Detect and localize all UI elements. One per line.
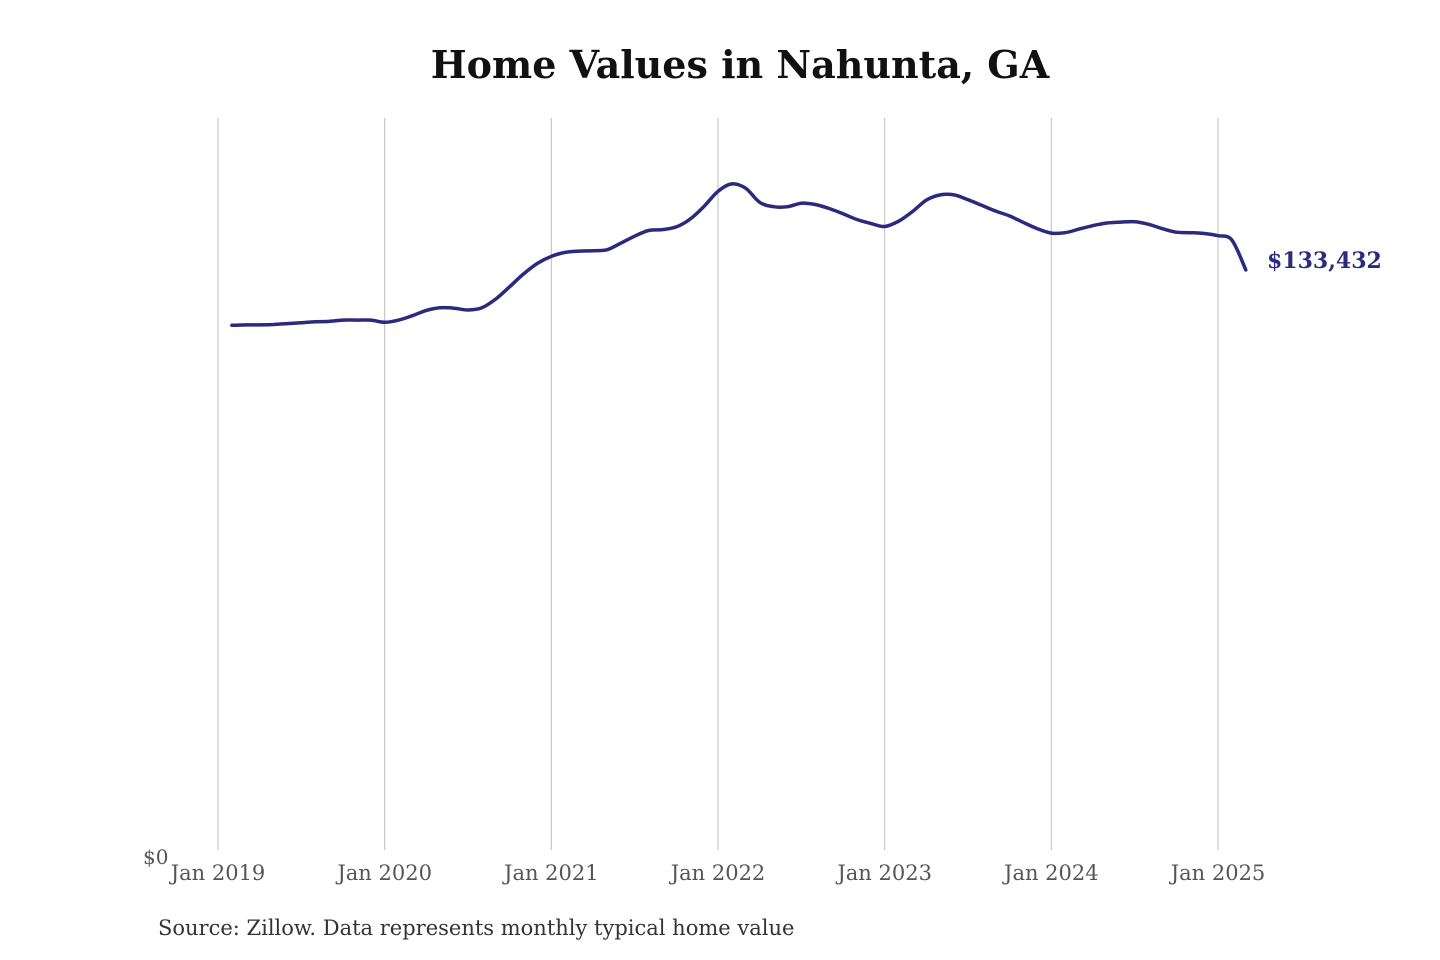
x-tick-label: Jan 2024 bbox=[1002, 861, 1099, 885]
chart-title: Home Values in Nahunta, GA bbox=[430, 42, 1050, 87]
x-tick-label: Jan 2025 bbox=[1169, 861, 1266, 885]
y-tick-label: $0 bbox=[143, 845, 168, 869]
x-axis: Jan 2019 Jan 2020 Jan 2021 Jan 2022 Jan 2023… bbox=[143, 845, 1265, 885]
gridlines bbox=[217, 118, 1219, 850]
x-tick-label: Jan 2020 bbox=[335, 861, 432, 885]
end-value-label: $133,432 bbox=[1267, 248, 1382, 274]
labels-layer: $133,432 bbox=[1267, 248, 1382, 274]
x-tick-label: Jan 2022 bbox=[669, 861, 766, 885]
source-note: Source: Zillow. Data represents monthly … bbox=[158, 916, 795, 940]
x-tick-label: Jan 2021 bbox=[502, 861, 599, 885]
x-tick-label: Jan 2023 bbox=[835, 861, 932, 885]
series-layer bbox=[230, 182, 1248, 328]
x-tick-label: Jan 2019 bbox=[169, 861, 266, 885]
series-line-0 bbox=[230, 182, 1248, 328]
